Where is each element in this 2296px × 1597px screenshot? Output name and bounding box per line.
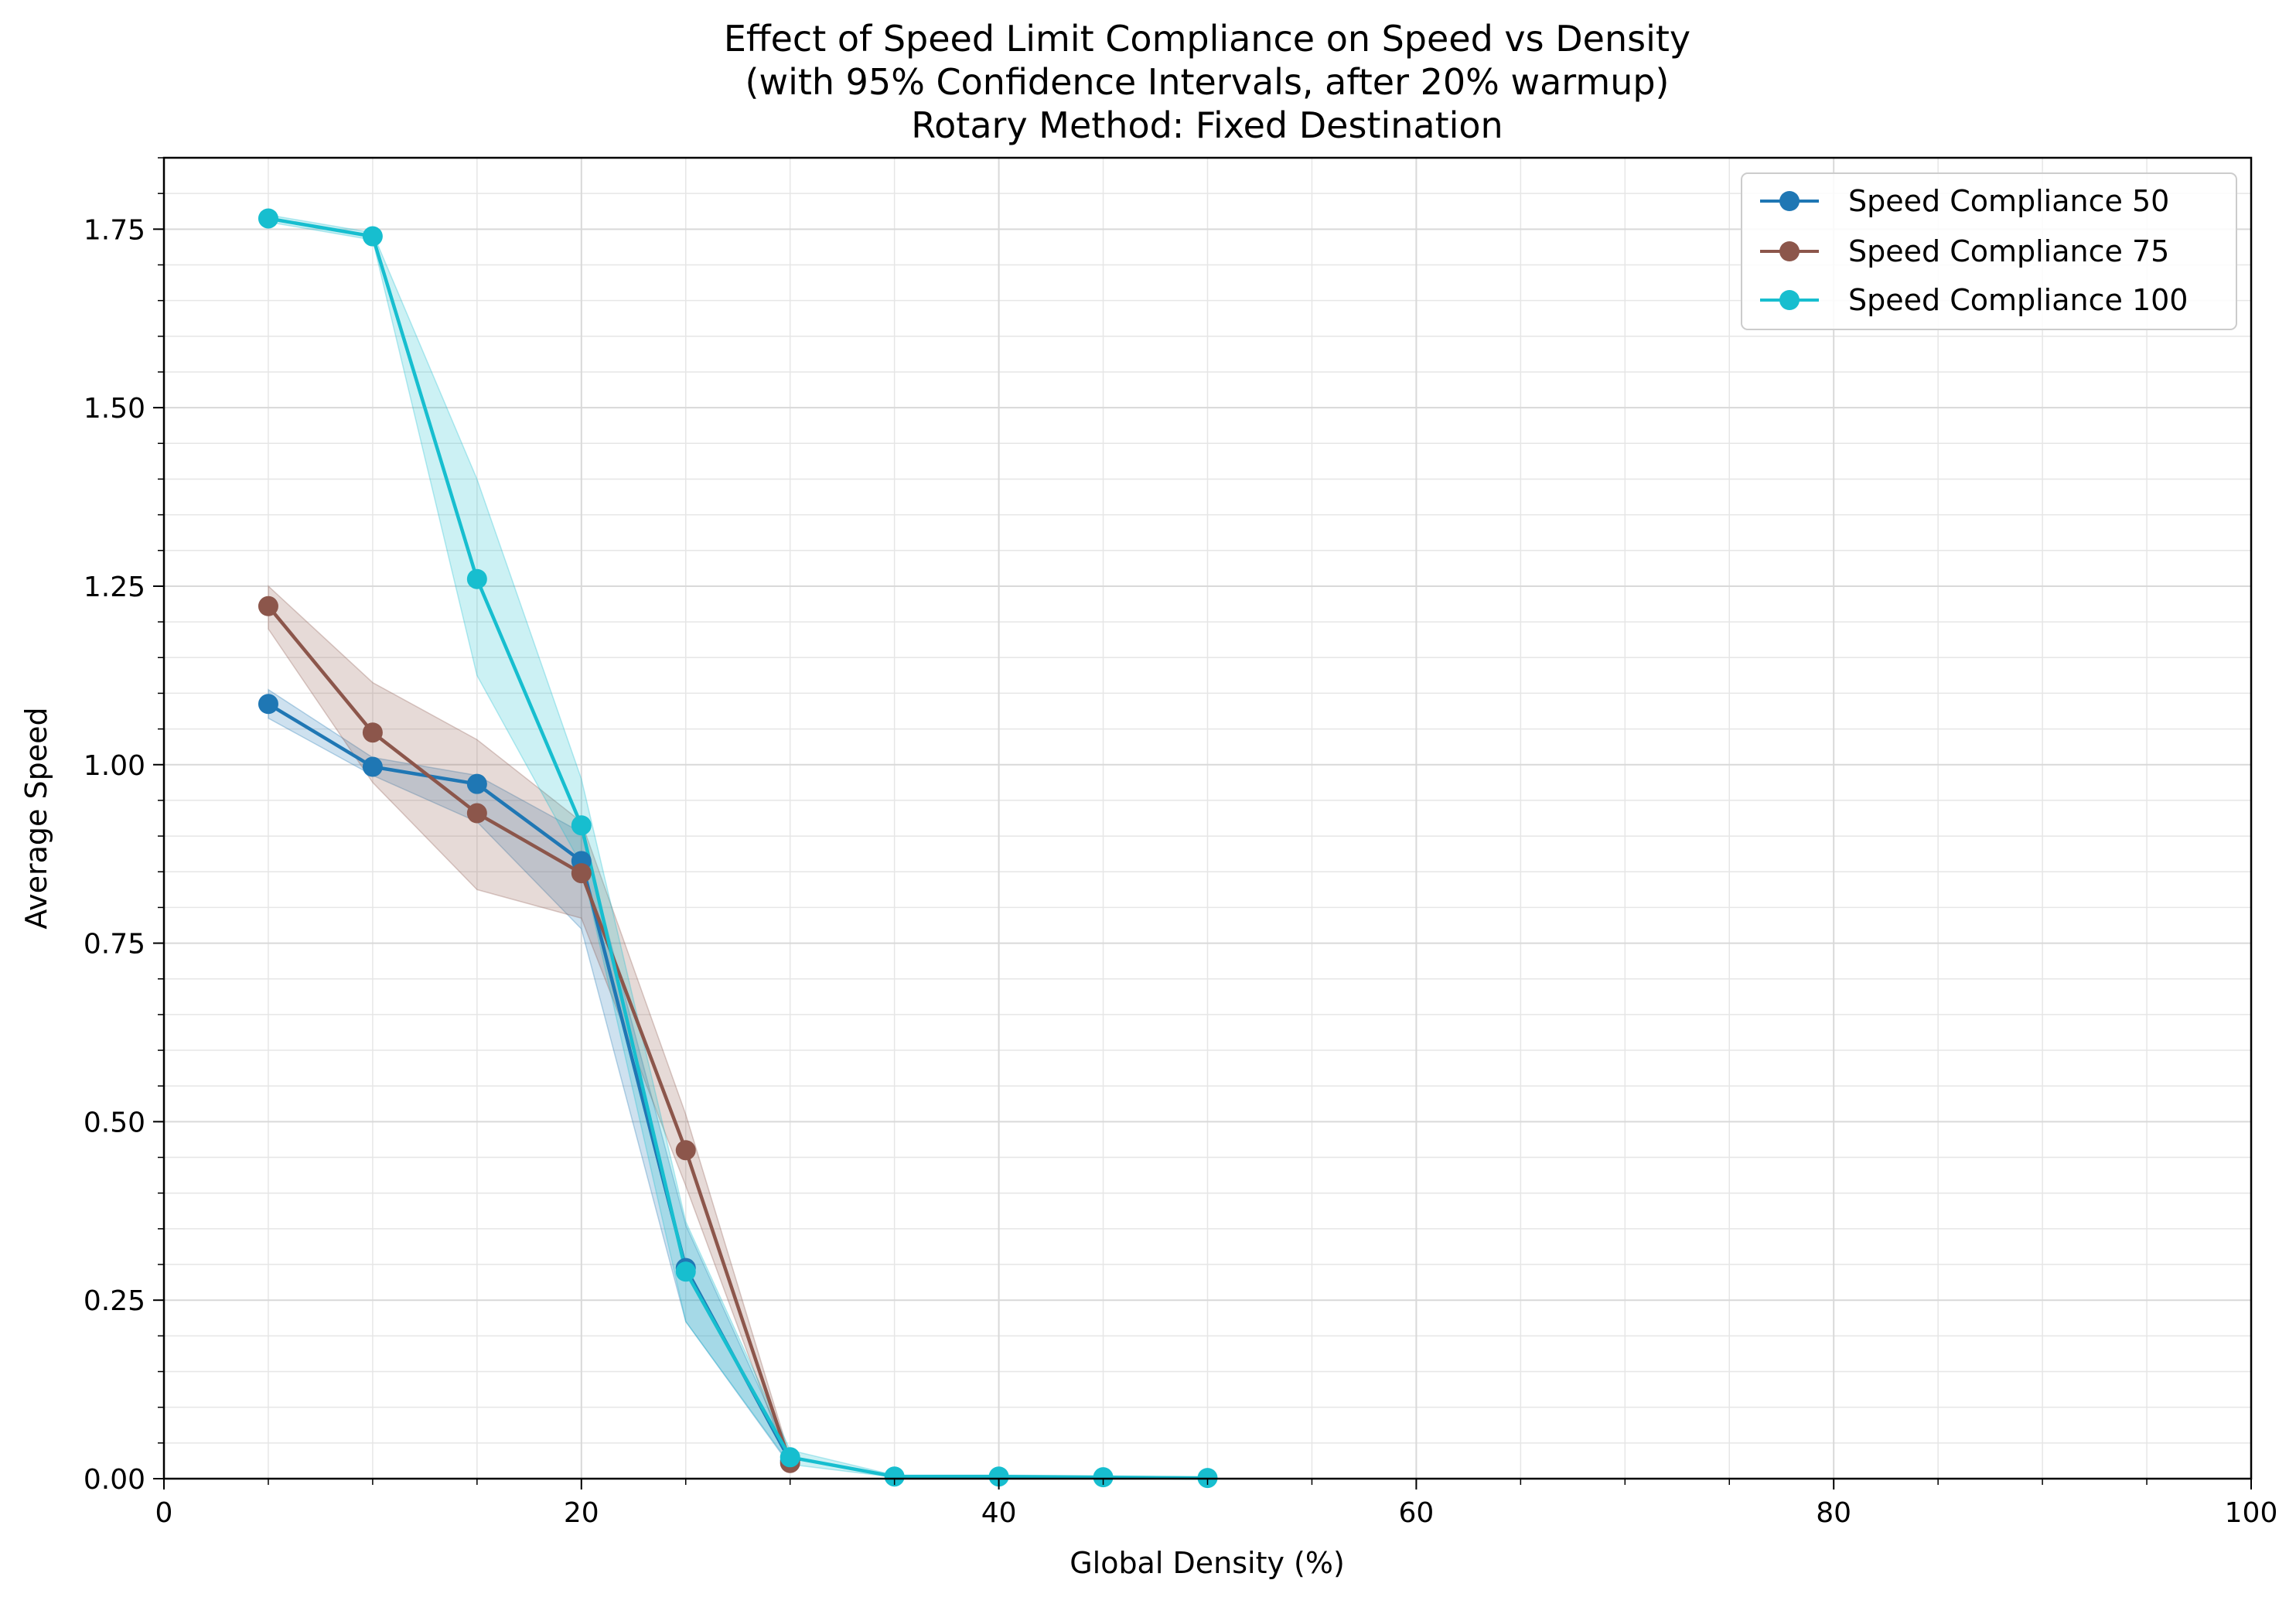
series-markers [258, 208, 1218, 1489]
point-series-3 [466, 568, 487, 589]
point-series-2 [571, 863, 592, 884]
legend: Speed Compliance 50 Speed Compliance 75 … [1741, 172, 2237, 330]
line-series-2 [267, 605, 792, 1464]
point-series-3 [258, 208, 278, 229]
legend-marker-2 [1779, 241, 1800, 261]
chart-title-line-3: Rotary Method: Fixed Destination [911, 104, 1503, 146]
line-series-3 [268, 217, 1208, 1480]
x-tick-label: 40 [981, 1497, 1017, 1529]
chart-title: Effect of Speed Limit Compliance on Spee… [724, 18, 1690, 146]
legend-label-1: Speed Compliance 50 [1848, 184, 2169, 218]
legend-entry-1: Speed Compliance 50 [1760, 184, 2169, 218]
x-tick-label: 80 [1816, 1497, 1851, 1529]
point-series-3 [675, 1261, 696, 1282]
point-series-2 [675, 1140, 696, 1161]
x-tick-label: 20 [564, 1497, 599, 1529]
legend-marker-3 [1779, 290, 1800, 310]
y-tick-label: 0.25 [84, 1285, 145, 1317]
point-series-1 [362, 756, 383, 777]
point-series-2 [258, 595, 278, 616]
y-tick-label: 1.25 [84, 572, 145, 603]
point-series-3 [362, 226, 383, 247]
y-tick-label: 0.00 [84, 1464, 145, 1496]
y-tick-label: 1.50 [84, 393, 145, 425]
y-axis-label: Average Speed [19, 707, 53, 929]
legend-entry-3: Speed Compliance 100 [1760, 283, 2189, 317]
point-series-2 [362, 722, 383, 743]
series-lines [267, 217, 1208, 1480]
legend-label-2: Speed Compliance 75 [1848, 234, 2169, 268]
point-series-2 [466, 803, 487, 824]
x-tick-label: 0 [155, 1497, 173, 1529]
y-tick-label: 1.75 [84, 214, 145, 246]
point-series-3 [1093, 1467, 1114, 1488]
point-series-3 [884, 1466, 905, 1487]
legend-marker-1 [1779, 191, 1800, 211]
y-tick-label: 0.50 [84, 1107, 145, 1138]
x-tick-label: 100 [2225, 1497, 2278, 1529]
legend-label-3: Speed Compliance 100 [1848, 283, 2189, 317]
chart-title-line-2: (with 95% Confidence Intervals, after 20… [745, 61, 1670, 103]
x-tick-label: 60 [1398, 1497, 1434, 1529]
x-axis-label: Global Density (%) [1070, 1546, 1345, 1580]
y-tick-label: 0.75 [84, 929, 145, 961]
point-series-1 [258, 694, 278, 715]
legend-entry-2: Speed Compliance 75 [1760, 234, 2169, 268]
ticks: 0 20 40 60 80 100 0.00 0.25 0.50 0.75 1.00 1.25 1.50… [84, 157, 2278, 1529]
chart-title-line-1: Effect of Speed Limit Compliance on Spee… [724, 18, 1690, 60]
point-series-1 [466, 773, 487, 794]
point-series-3 [780, 1447, 800, 1468]
legend-box [1741, 172, 2237, 330]
point-series-3 [571, 815, 592, 836]
point-series-3 [988, 1466, 1009, 1487]
y-tick-label: 1.00 [84, 750, 145, 782]
